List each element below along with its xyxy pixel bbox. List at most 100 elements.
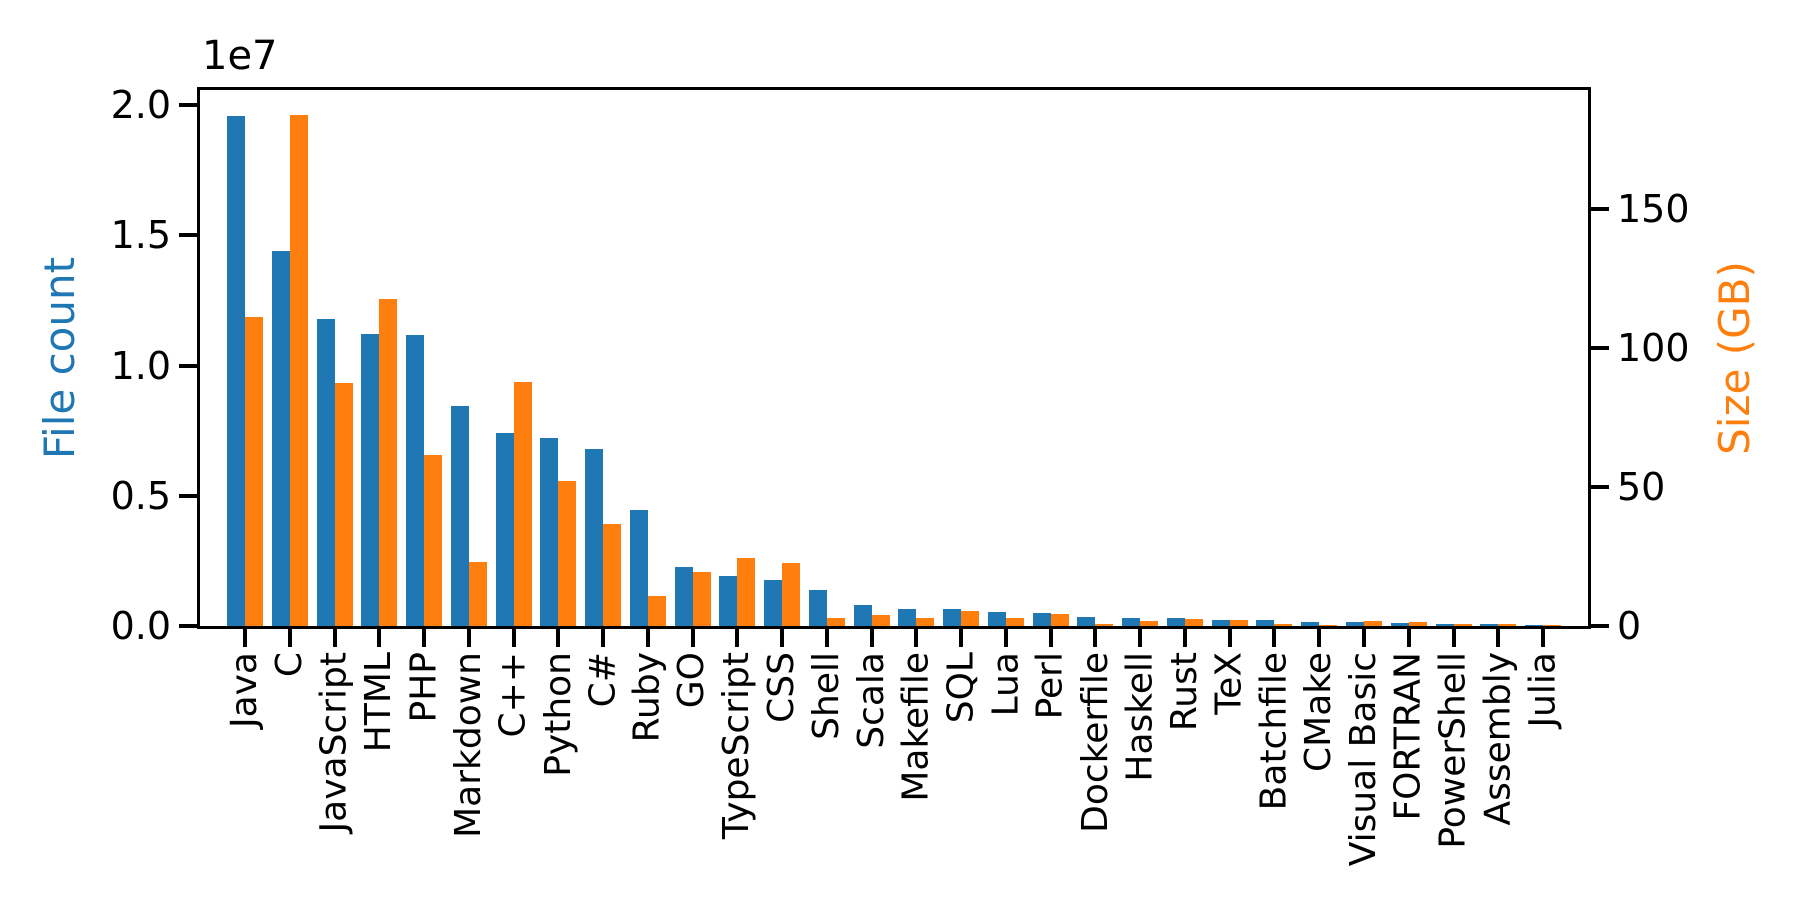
bar-size-typescript [737,557,756,626]
bar-file-count-shell [808,590,827,626]
x-tick-mark [422,629,426,647]
x-tick-mark [1138,629,1143,647]
left-y-tick-label: 2.0 [110,83,171,128]
bar-file-count-php [406,334,424,626]
right-y-tick-label: 0 [1617,604,1642,648]
bar-size-c [289,114,308,626]
x-tick-mark [780,629,785,647]
x-tick-label-tex: TeX [1208,652,1250,715]
x-tick-mark [1227,629,1232,647]
x-tick-label-javascript: JavaScript [313,652,355,833]
bar-file-count-batchfile [1256,620,1275,626]
x-tick-mark [287,629,292,647]
bar-size-go [692,572,711,626]
x-tick-label-scala: Scala [850,652,892,749]
bar-size-scala [871,614,890,626]
bar-size-lua [1005,618,1024,626]
x-tick-mark [1451,629,1456,647]
x-tick-label-dockerfile: Dockerfile [1074,652,1116,833]
x-tick-label-ruby: Ruby [626,652,668,743]
right-y-tick-mark [1591,624,1609,628]
bar-file-count-ruby [629,509,648,626]
bar-file-count-python [540,437,559,626]
x-tick-label-sql: SQL [940,652,982,724]
bar-file-count-typescript [719,575,738,626]
bar-file-count-makefile [898,608,917,626]
bar-size-visual-basic [1364,620,1382,626]
bar-size-c [513,382,532,626]
bar-size-javascript [334,382,353,626]
x-tick-mark [243,629,247,647]
x-tick-label-haskell: Haskell [1119,652,1161,782]
x-tick-label-php: PHP [403,652,444,723]
left-y-tick-mark [179,103,197,108]
bar-file-count-lua [987,611,1006,626]
bar-file-count-html [361,334,380,626]
x-tick-mark [1317,629,1322,647]
right-y-tick-label: 150 [1617,187,1690,231]
x-tick-mark [332,629,337,647]
bar-file-count-go [674,567,693,626]
bar-file-count-c [585,448,604,626]
right-axis-title-wrap: Size (GB) [1710,90,1759,626]
bar-file-count-fortran [1390,623,1409,626]
x-tick-label-c: C++ [492,652,534,738]
left-y-tick-label: 1.0 [110,343,171,388]
x-tick-label-perl: Perl [1029,652,1071,720]
x-tick-mark [824,629,829,647]
x-tick-mark [511,629,516,647]
bar-file-count-dockerfile [1077,616,1096,626]
bar-size-python [558,481,577,626]
bar-size-php [424,455,442,626]
x-tick-mark [1406,629,1411,647]
x-tick-label-c: C [268,652,310,678]
x-tick-label-java: Java [224,652,265,729]
bar-size-html [379,299,398,626]
x-tick-mark [1496,629,1501,647]
bar-file-count-c [495,433,514,626]
x-tick-mark [1048,629,1053,647]
axes-spines [197,87,1591,629]
bar-size-haskell [1140,620,1159,626]
left-y-tick-mark [179,233,197,238]
left-y-tick-label: 0.5 [110,473,171,518]
x-tick-label-visual-basic: Visual Basic [1343,652,1384,867]
bar-size-ruby [647,595,666,626]
x-tick-mark [735,629,740,647]
x-tick-label-css: CSS [761,652,803,723]
x-tick-mark [645,629,650,647]
x-tick-label-html: HTML [358,652,400,753]
x-tick-mark [959,629,964,647]
right-y-tick-label: 50 [1617,465,1666,509]
x-tick-mark [601,629,606,647]
bar-file-count-css [764,580,783,626]
x-tick-label-c: C# [582,652,624,708]
bar-file-count-visual-basic [1346,622,1364,626]
bar-size-perl [1050,613,1069,626]
right-y-tick-mark [1591,346,1609,350]
y-axis-offset-text: 1e7 [202,33,278,79]
x-tick-mark [1272,629,1277,647]
bar-size-rust [1184,618,1203,626]
x-tick-label-markdown: Markdown [447,652,489,838]
bar-file-count-c [271,251,290,626]
left-y-tick-mark [179,624,197,628]
left-axis-title-wrap: File count [35,90,84,626]
x-tick-label-julia: Julia [1522,652,1563,728]
x-tick-label-batchfile: Batchfile [1253,652,1295,811]
bar-file-count-powershell [1435,623,1454,626]
right-y-tick-mark [1591,485,1609,489]
left-axis-title: File count [35,256,84,460]
left-y-tick-label: 0.0 [110,604,171,648]
x-tick-label-assembly: Assembly [1477,652,1519,826]
x-tick-label-lua: Lua [984,652,1026,717]
bar-size-fortran [1408,621,1427,626]
x-tick-label-makefile: Makefile [895,652,937,802]
bar-size-css [782,563,801,626]
bar-size-batchfile [1274,624,1293,626]
left-y-tick-label: 1.5 [110,213,171,258]
x-tick-mark [1093,629,1098,647]
bar-file-count-cmake [1301,621,1320,626]
x-tick-mark [914,629,919,647]
bar-file-count-rust [1166,618,1185,626]
